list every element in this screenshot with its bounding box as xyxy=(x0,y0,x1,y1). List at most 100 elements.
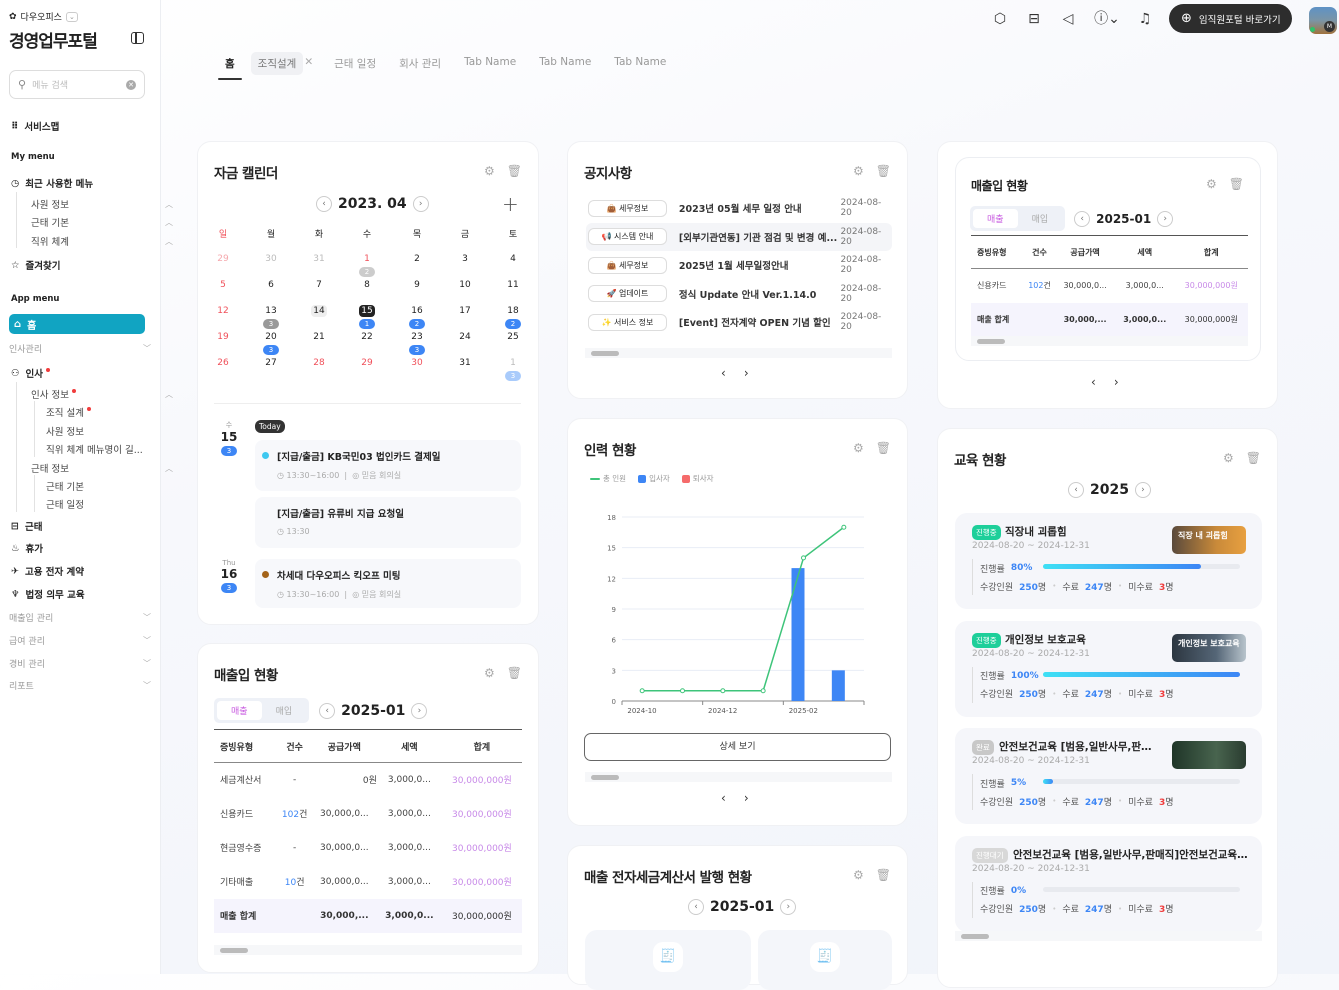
avatar[interactable]: M xyxy=(1309,7,1337,34)
tab-5[interactable]: Tab Name xyxy=(539,56,592,68)
education-item[interactable]: 진행중 개인정보 보호교육 2024-08-20 ~ 2024-12-31 개인정보 … xyxy=(955,620,1262,717)
notice-item[interactable]: 👜 세무정보 2023년 05월 세무 일정 안내 2024-08-20 xyxy=(586,194,892,222)
sidebar-item-favorites[interactable]: ☆ 즐겨찾기 xyxy=(11,258,171,273)
prev-page-icon[interactable]: ‹ xyxy=(1091,375,1096,389)
employee-portal-button[interactable]: ⊕ 임직원포털 바로가기 xyxy=(1169,4,1292,33)
calendar-day[interactable]: 19 xyxy=(208,331,238,343)
tab-org-design[interactable]: 조직설계 xyxy=(250,52,304,75)
next-page-icon[interactable]: › xyxy=(743,366,749,380)
sidebar-item-home[interactable]: ⌂ 홈 xyxy=(9,314,145,334)
next-page-icon[interactable]: › xyxy=(743,791,749,805)
calendar-day[interactable]: 28 xyxy=(304,357,334,369)
event-item[interactable]: [지급/출금] KB국민03 법인카드 결제일 ◷ 13:30~16:00 | ◎… xyxy=(255,440,521,491)
calendar-day[interactable]: 27 xyxy=(256,357,286,369)
sidebar-item-hr-info[interactable]: 인사 정보 ︿ xyxy=(31,387,191,401)
sidebar-item-att-info[interactable]: 근태 정보 ︿ xyxy=(31,461,191,476)
tab-4[interactable]: Tab Name xyxy=(464,56,517,68)
segment-purchase[interactable]: 매입 xyxy=(1031,215,1049,225)
next-year-button[interactable]: › xyxy=(1134,482,1151,498)
calendar-day[interactable]: 31 xyxy=(304,253,334,265)
sidebar-item-recent[interactable]: ◷ 최근 사용한 메뉴 xyxy=(11,176,171,191)
event-item[interactable]: 차세대 다우오피스 킥오프 미팅 ◷ 13:30~16:00 | ◎ 믿음 회의실 xyxy=(255,559,521,608)
calendar-day[interactable]: 15 1 xyxy=(352,305,382,329)
calendar-day[interactable]: 22 xyxy=(352,331,382,343)
notice-item[interactable]: 👜 세무정보 2025년 1월 세무일정안내 2024-08-20 xyxy=(586,251,892,279)
segment-purchase[interactable]: 매입 xyxy=(275,707,293,717)
gear-icon[interactable]: ⚙ xyxy=(853,868,864,882)
clear-icon[interactable]: ✕ xyxy=(126,79,136,90)
horizontal-scrollbar[interactable] xyxy=(585,348,892,358)
notice-item[interactable]: ✨ 서비스 정보 [Event] 전자계약 OPEN 기념 할인 2024-08-2… xyxy=(586,308,892,336)
education-item[interactable]: 진행대기 안전보건교육 [범용,일반사무,판매직]안전보건교육 [... 2024-… xyxy=(955,835,1262,932)
sidebar-section-payroll[interactable]: 급여 관리 ﹀ xyxy=(9,634,169,647)
sidebar-item-hr[interactable]: ⚇ 인사 xyxy=(11,366,171,380)
prev-year-button[interactable]: ‹ xyxy=(1068,482,1084,498)
invoice-summary-card[interactable]: 🧾 xyxy=(585,930,751,990)
calendar-day[interactable]: 31 xyxy=(450,357,480,369)
gear-icon[interactable]: ⚙ xyxy=(484,164,495,178)
prev-month-button[interactable]: ‹ xyxy=(316,196,332,212)
calendar-day[interactable]: 7 xyxy=(304,279,334,291)
next-month-button[interactable]: › xyxy=(780,899,797,915)
trash-icon[interactable]: 🗑 xyxy=(875,441,891,455)
trash-icon[interactable]: 🗑 xyxy=(875,164,891,178)
sidebar-toggle-icon[interactable] xyxy=(131,32,144,44)
invoice-summary-card[interactable]: 🧾 xyxy=(758,930,892,990)
sidebar-item-vacation[interactable]: ♨ 휴가 xyxy=(11,541,171,556)
calendar-day[interactable]: 18 2 xyxy=(498,305,528,329)
calendar-day[interactable]: 26 xyxy=(208,357,238,369)
next-page-icon[interactable]: › xyxy=(1113,375,1119,389)
event-item[interactable]: [지급/출금] 유류비 지급 요청일 ◷ 13:30 xyxy=(255,497,521,548)
chevron-down-icon[interactable]: ⌄ xyxy=(65,11,78,22)
tab-home[interactable]: 홈 xyxy=(218,52,242,80)
table-row[interactable]: 세금계산서 - 0원 3,000,0... 30,000,000원 xyxy=(214,763,522,797)
next-month-button[interactable]: › xyxy=(412,196,429,212)
calendar-day[interactable]: 29 xyxy=(352,357,382,369)
tab-attendance-schedule[interactable]: 근태 일정 xyxy=(334,58,377,70)
calendar-day[interactable]: 4 xyxy=(498,253,528,265)
calendar-day[interactable]: 24 xyxy=(450,331,480,343)
trash-icon[interactable]: 🗑 xyxy=(506,666,522,680)
horizontal-scrollbar[interactable] xyxy=(214,945,522,955)
calendar-day[interactable]: 29 xyxy=(208,253,238,265)
sidebar-item-service-map[interactable]: ⠿ 서비스맵 xyxy=(11,119,171,134)
sidebar-item-attendance[interactable]: ⊟ 근태 xyxy=(11,519,171,534)
horizontal-scrollbar[interactable] xyxy=(585,772,892,782)
add-event-icon[interactable]: + xyxy=(502,192,519,216)
gear-icon[interactable]: ⚙ xyxy=(853,441,864,455)
calendar-day[interactable]: 23 3 xyxy=(402,331,432,355)
calendar-day[interactable]: 9 xyxy=(402,279,432,291)
archive-icon[interactable]: ⊟ xyxy=(1028,11,1040,27)
help-icon[interactable]: ⓘ⌄ xyxy=(1094,11,1120,27)
calendar-day[interactable]: 3 xyxy=(450,253,480,265)
notice-item[interactable]: 📢 시스템 안내 [외부기관연동] 기관 점검 및 변경 예... 2024-08-… xyxy=(586,222,892,251)
trash-icon[interactable]: 🗑 xyxy=(506,164,522,178)
calendar-day[interactable]: 20 3 xyxy=(256,331,286,355)
sidebar-section-report[interactable]: 리포트 ﹀ xyxy=(9,679,169,692)
calendar-day[interactable]: 5 xyxy=(208,279,238,291)
detail-view-button[interactable]: 상세 보기 xyxy=(584,733,891,761)
sidebar-item-contract[interactable]: ✈ 고용 전자 계약 xyxy=(11,564,171,579)
calendar-day[interactable]: 25 xyxy=(498,331,528,343)
bell-icon[interactable]: ♫ xyxy=(1138,11,1152,27)
menu-search-input[interactable]: ⚲ 메뉴 검색 ✕ xyxy=(9,70,145,99)
calendar-day[interactable]: 14 xyxy=(304,305,334,317)
calendar-day[interactable]: 2 xyxy=(402,253,432,265)
gear-icon[interactable]: ⚙ xyxy=(1206,177,1217,191)
gear-icon[interactable]: ⚙ xyxy=(853,164,864,178)
prev-month-button[interactable]: ‹ xyxy=(319,702,336,719)
sidebar-item-position[interactable]: 직위 체계 메뉴명이 길... xyxy=(46,442,206,456)
segment-sales[interactable]: 매출 xyxy=(217,701,262,720)
prev-page-icon[interactable]: ‹ xyxy=(721,366,726,380)
sidebar-item-org-design[interactable]: 조직 설계 xyxy=(46,405,206,419)
sidebar-item-recent-2[interactable]: 근태 기본 ︿ xyxy=(31,215,191,230)
calendar-day[interactable]: 21 xyxy=(304,331,334,343)
sidebar-item-edu[interactable]: ♆ 법정 의무 교육 xyxy=(11,587,171,602)
sidebar-item-att-sched[interactable]: 근태 일정 xyxy=(46,497,206,511)
close-tab-icon[interactable]: ✕ xyxy=(304,56,314,68)
brand[interactable]: ✿ 다우오피스 ⌄ xyxy=(9,10,78,23)
prev-month-button[interactable]: ‹ xyxy=(688,899,704,915)
calendar-day[interactable]: 17 xyxy=(450,305,480,317)
table-row[interactable]: 신용카드 102건 30,000,0... 3,000,0... 30,000,000원 xyxy=(971,269,1248,303)
